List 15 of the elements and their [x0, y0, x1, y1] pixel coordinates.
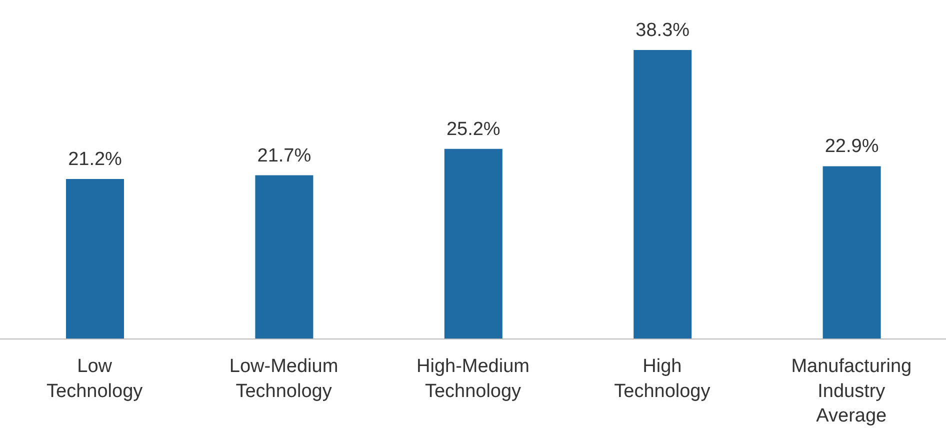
x-tick-label: High-Medium Technology: [416, 356, 530, 402]
x-tick-label: High Technology: [614, 356, 711, 402]
data-label: 21.2%: [68, 149, 122, 170]
bar: [822, 166, 881, 339]
bar: [66, 179, 124, 339]
data-label: 22.9%: [824, 136, 879, 158]
x-tick-label: Low Technology: [46, 356, 144, 402]
x-tick-label: Manufacturing Industry Average: [791, 356, 912, 426]
bar: [255, 175, 314, 339]
bar: [634, 50, 692, 339]
data-label: 38.3%: [636, 20, 690, 41]
bar: [444, 148, 502, 339]
x-tick-label: Low-Medium Technology: [229, 356, 338, 402]
data-label: 21.7%: [257, 145, 312, 166]
data-label: 25.2%: [446, 118, 500, 140]
